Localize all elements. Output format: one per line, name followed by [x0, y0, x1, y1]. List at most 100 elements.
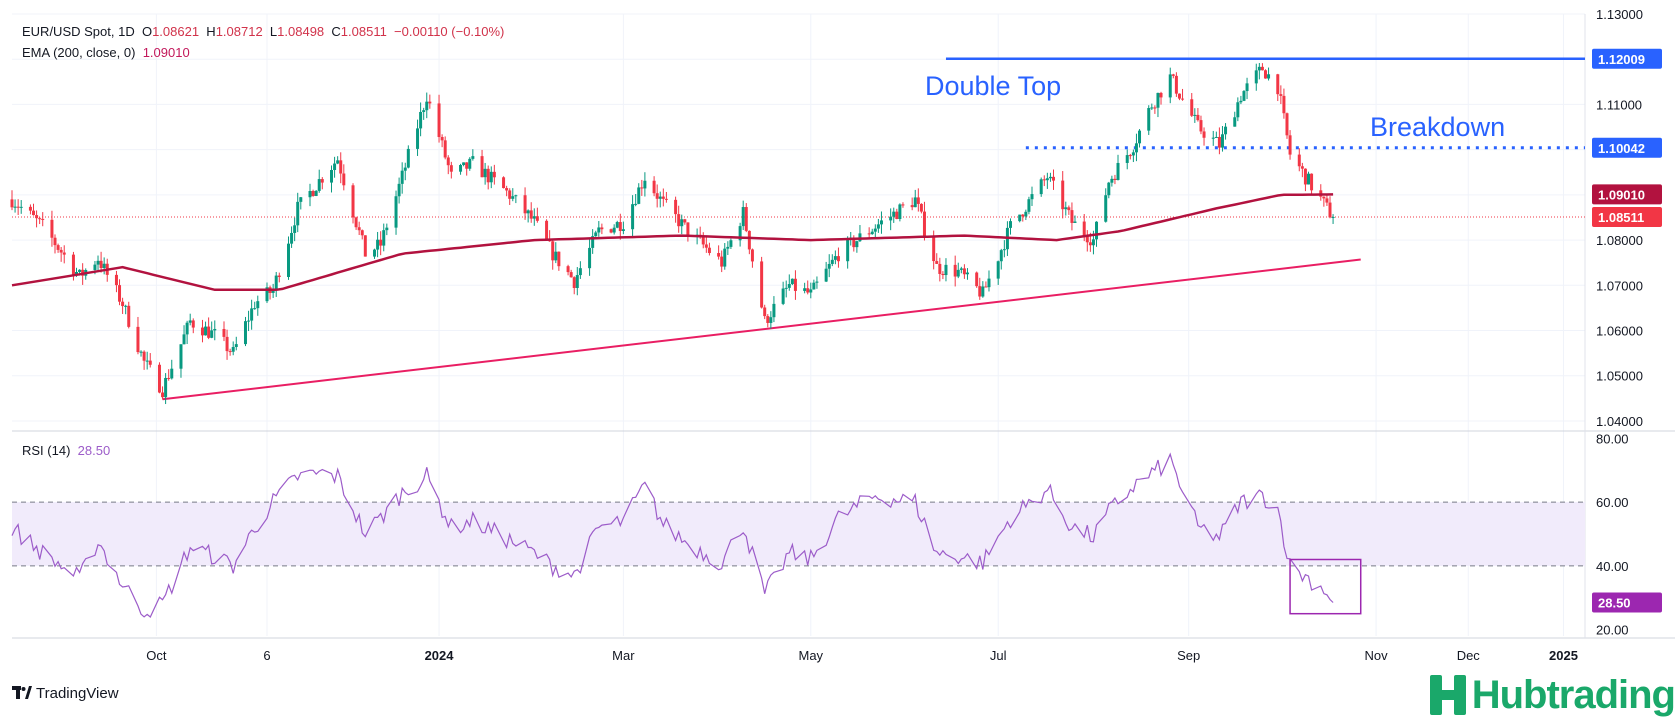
- candle-body: [351, 185, 355, 218]
- candle: [551, 238, 555, 270]
- candle: [1214, 131, 1218, 138]
- candle: [1257, 63, 1261, 80]
- price-badge: 1.09010: [1592, 184, 1662, 205]
- candle: [250, 299, 254, 330]
- candle-body: [333, 163, 337, 170]
- candle-body: [1107, 182, 1111, 196]
- candle-body: [591, 236, 595, 248]
- candle: [913, 189, 917, 208]
- candle: [833, 250, 837, 265]
- candle-body: [489, 171, 493, 183]
- candle: [643, 172, 647, 197]
- candle: [1107, 181, 1111, 199]
- candle-body: [99, 260, 103, 269]
- candle-body: [643, 180, 647, 189]
- candle: [680, 214, 684, 235]
- candle-body: [59, 249, 63, 253]
- candle-body: [996, 261, 1000, 279]
- candle-body: [1134, 143, 1138, 153]
- candle: [274, 271, 278, 297]
- candle: [1147, 105, 1151, 135]
- candle: [425, 92, 429, 119]
- candle: [406, 145, 410, 169]
- change-value: −0.00110 (−0.10%): [394, 24, 505, 39]
- candle: [686, 222, 690, 242]
- candle-body: [707, 247, 711, 254]
- candle-body: [535, 216, 539, 221]
- candle: [243, 316, 247, 347]
- candle-body: [953, 264, 957, 277]
- candle-body: [612, 227, 616, 233]
- candle-body: [1138, 130, 1142, 144]
- time-tick-label: Dec: [1457, 648, 1481, 663]
- candle: [465, 162, 469, 176]
- candle-body: [932, 235, 936, 262]
- candle-body: [1282, 95, 1286, 114]
- candle: [1236, 97, 1240, 122]
- candle-body: [677, 214, 681, 227]
- candle-body: [569, 272, 573, 278]
- candle-body: [471, 156, 475, 159]
- candle: [873, 224, 877, 238]
- candle: [812, 279, 816, 290]
- candle: [379, 231, 383, 256]
- candle-body: [987, 278, 991, 288]
- price-tick-label: 1.08000: [1596, 233, 1643, 248]
- candle-body: [290, 232, 294, 244]
- candle-body: [787, 284, 791, 288]
- candle: [674, 196, 678, 223]
- candle: [1199, 115, 1203, 135]
- price-badge-bg: [1592, 48, 1662, 69]
- candle: [118, 279, 122, 306]
- hubtrading-label: Hubtrading: [1471, 672, 1675, 717]
- price-tick-label: 1.04000: [1596, 414, 1643, 429]
- ema-value: 1.09010: [142, 45, 190, 60]
- candle-body: [514, 195, 518, 197]
- candle: [1220, 126, 1224, 152]
- candle: [545, 219, 549, 241]
- candle-body: [1150, 107, 1154, 109]
- candle: [256, 295, 260, 316]
- candle-body: [1254, 70, 1258, 84]
- candle-body: [910, 205, 914, 208]
- tradingview-logo[interactable]: TradingView: [12, 685, 119, 702]
- candle: [188, 313, 192, 326]
- candle-body: [852, 237, 856, 248]
- rsi-band-layer: [12, 501, 1585, 567]
- candle-body: [1113, 178, 1117, 180]
- candle-body: [793, 278, 797, 291]
- candle-body: [1147, 108, 1151, 131]
- candle: [1282, 88, 1286, 119]
- candle-body: [1310, 173, 1314, 191]
- candle: [96, 255, 100, 271]
- candle-body: [913, 197, 917, 208]
- candle: [1306, 171, 1310, 185]
- candle: [127, 301, 131, 329]
- candle: [701, 232, 705, 249]
- candle: [855, 240, 859, 253]
- candle-body: [468, 158, 472, 169]
- candle-body: [922, 211, 926, 236]
- candle-body: [1199, 120, 1203, 132]
- candle: [1085, 230, 1089, 252]
- candle: [1104, 188, 1108, 223]
- candle-body: [330, 169, 334, 183]
- candle-body: [898, 204, 902, 219]
- symbol-label[interactable]: EUR/USD Spot, 1D: [22, 24, 135, 39]
- candle-body: [827, 263, 831, 269]
- ascending-trendline: [162, 258, 1361, 401]
- price-tick-label: 1.11000: [1596, 97, 1642, 112]
- candle-body: [403, 167, 407, 171]
- rsi-legend[interactable]: RSI (14) 28.50: [22, 443, 110, 458]
- candle-body: [747, 230, 751, 250]
- candle: [339, 152, 343, 184]
- candle-body: [10, 199, 14, 208]
- candle-body: [855, 241, 859, 248]
- candle-body: [127, 305, 131, 327]
- hubtrading-icon: [1429, 675, 1466, 715]
- ema-legend[interactable]: EMA (200, close, 0) 1.09010: [22, 45, 190, 60]
- candle: [1211, 130, 1215, 146]
- time-tick-label: Nov: [1365, 648, 1389, 663]
